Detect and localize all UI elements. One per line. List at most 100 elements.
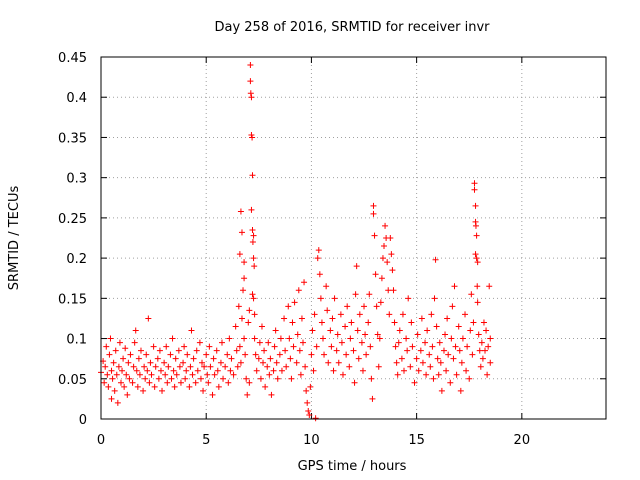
data-point [278, 367, 285, 374]
data-point [222, 363, 229, 370]
data-point [297, 371, 304, 378]
data-point [399, 311, 406, 318]
data-point [401, 367, 407, 374]
data-point [353, 263, 360, 270]
data-point [233, 347, 240, 354]
data-point [241, 259, 248, 266]
data-point [287, 355, 294, 362]
data-point [342, 323, 349, 330]
data-point [116, 339, 123, 346]
data-point [464, 343, 471, 350]
tick-labels: 0 0.05 0.1 0.15 0.2 0.25 0.3 0.35 0.4 0.45 0 5 10 15 2… [58, 51, 530, 448]
data-point [190, 355, 197, 362]
data-point [140, 387, 147, 394]
data-point [176, 363, 183, 370]
data-point [482, 347, 489, 354]
data-point [236, 251, 243, 258]
data-point [290, 343, 297, 350]
data-point [206, 343, 213, 350]
data-point [486, 283, 493, 290]
data-point [283, 363, 290, 370]
data-point [114, 399, 121, 406]
y-tick-label: 0.05 [58, 373, 87, 388]
data-point [466, 375, 473, 382]
data-point [161, 359, 168, 366]
data-point [291, 299, 298, 306]
data-point [265, 339, 272, 346]
data-point [214, 367, 221, 374]
data-point [440, 347, 447, 354]
data-point [242, 351, 249, 358]
data-point [248, 94, 255, 101]
data-point [303, 387, 310, 394]
data-point [249, 134, 256, 141]
data-point [453, 371, 460, 378]
data-point [381, 243, 388, 250]
data-point [199, 359, 205, 366]
data-point [442, 331, 449, 338]
data-point [134, 383, 141, 390]
data-point [249, 291, 256, 298]
data-point [137, 347, 144, 354]
data-point [105, 383, 112, 390]
x-tick-label: 0 [97, 433, 105, 448]
data-point [468, 291, 475, 298]
data-point [256, 339, 263, 346]
data-point [125, 359, 132, 366]
plot-frame [100, 56, 607, 420]
data-point [246, 307, 253, 314]
data-point [351, 379, 358, 386]
y-axis-label: SRMTID / TECUs [7, 186, 22, 291]
data-point [113, 371, 120, 378]
data-point [368, 375, 375, 382]
data-point [276, 351, 283, 358]
data-point [456, 347, 463, 354]
data-point [347, 335, 354, 342]
data-point [366, 291, 373, 298]
data-point [123, 371, 130, 378]
data-point [350, 347, 357, 354]
data-point [196, 339, 203, 346]
data-point [213, 347, 220, 354]
data-point [210, 355, 217, 362]
data-point [156, 347, 163, 354]
data-point [228, 355, 235, 362]
data-point [295, 287, 302, 294]
data-point [335, 359, 342, 366]
data-point [418, 315, 425, 322]
data-point [234, 363, 241, 370]
data-point [133, 367, 140, 374]
x-tick-label: 20 [514, 433, 531, 448]
data-point [189, 371, 196, 378]
data-point [471, 180, 478, 187]
data-point [479, 355, 486, 362]
data-point [300, 339, 306, 346]
data-point [311, 311, 318, 318]
data-point [484, 371, 491, 378]
x-axis-label: GPS time / hours [298, 459, 407, 474]
data-point [147, 359, 154, 366]
data-point [273, 359, 280, 366]
data-point [463, 367, 470, 374]
data-point [315, 247, 322, 254]
data-point [209, 391, 216, 398]
data-point [200, 387, 207, 394]
data-point [127, 351, 134, 358]
data-point [205, 379, 212, 386]
data-point [250, 255, 257, 262]
data-point [218, 339, 225, 346]
data-point [455, 323, 462, 330]
data-point [411, 379, 418, 386]
data-point [379, 255, 386, 262]
data-point [389, 267, 396, 274]
data-point [251, 335, 258, 342]
data-point [316, 271, 323, 278]
data-point [447, 379, 454, 386]
data-point [101, 379, 108, 386]
data-point [194, 367, 201, 374]
data-point [474, 259, 481, 266]
data-point [193, 347, 200, 354]
y-tick-label: 0.35 [58, 131, 87, 146]
data-point [387, 235, 394, 241]
y-tick-label: 0.1 [66, 333, 87, 348]
